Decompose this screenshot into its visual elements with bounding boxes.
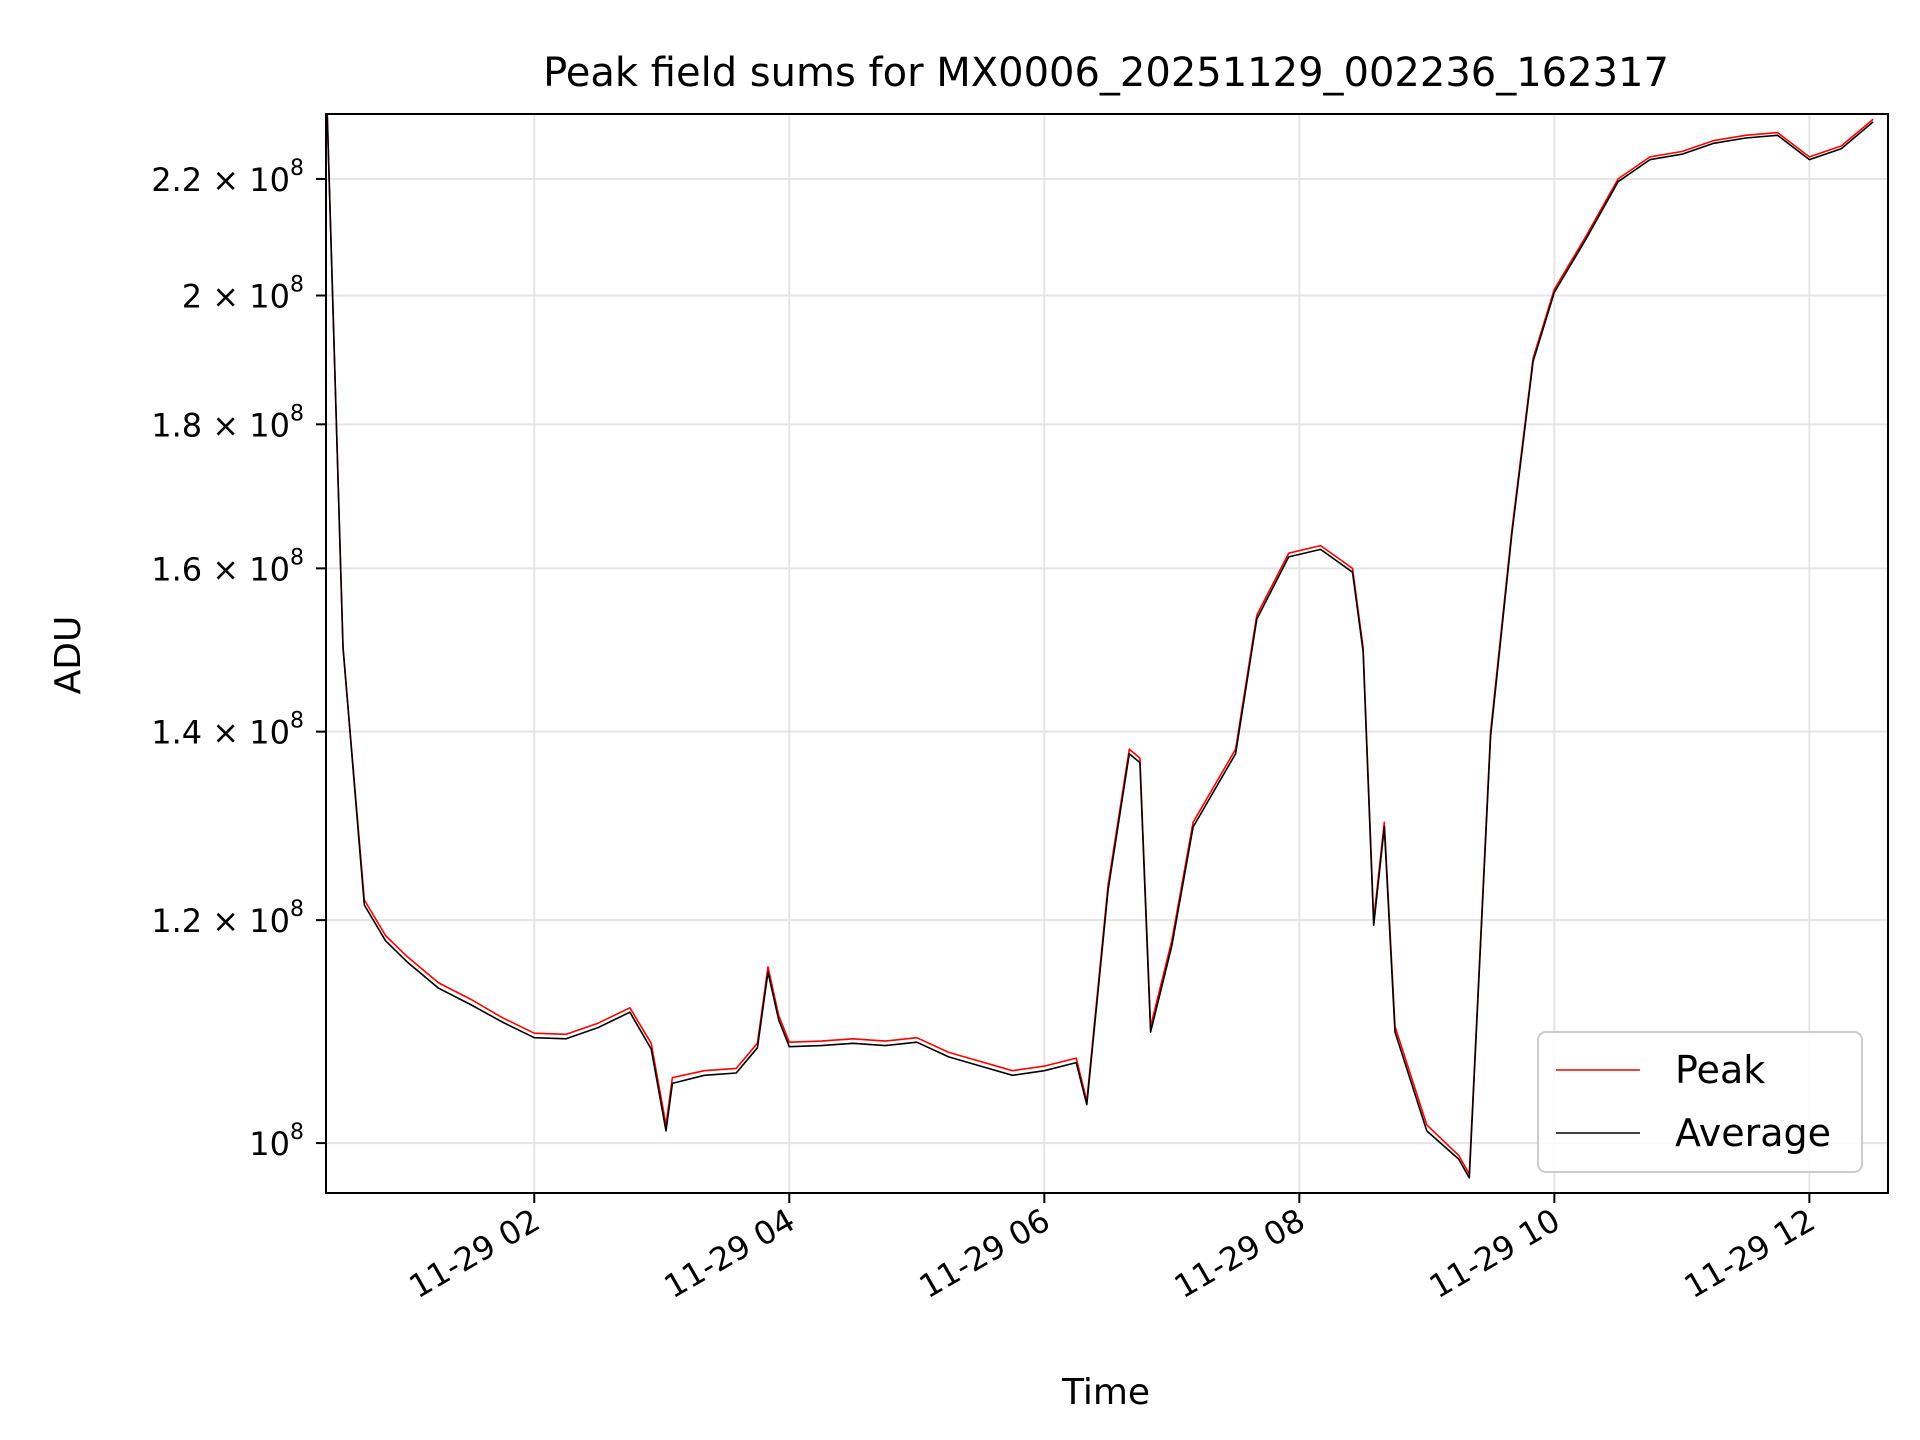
legend-box [1537,1031,1863,1173]
chart-title: Peak field sums for MX0006_20251129_0022… [543,50,1669,96]
legend-label-average: Average [1675,1111,1831,1155]
y-tick-label: 108 [249,1120,304,1163]
series-lines [326,114,1874,1179]
plot-frame [325,113,1889,1194]
y-tick-label: 1.8 × 108 [151,401,304,444]
legend: Peak Average [1537,1031,1863,1173]
y-tick-label: 1.4 × 108 [151,709,304,752]
y-tick-label: 2 × 108 [182,272,304,315]
y-axis-label: ADU [48,616,89,695]
y-tick-label: 1.2 × 108 [151,897,304,940]
legend-label-peak: Peak [1675,1048,1765,1092]
grid-lines [326,114,1888,1193]
y-tick-label: 1.6 × 108 [151,545,304,588]
y-axis-ticks: 108 1.2 × 108 1.4 × 108 1.6 × 108 1.8 × 108 2… [151,156,326,1163]
series-line-average [326,114,1874,1179]
y-tick-label: 2.2 × 108 [151,156,304,199]
x-axis-label: Time [1061,1372,1150,1413]
